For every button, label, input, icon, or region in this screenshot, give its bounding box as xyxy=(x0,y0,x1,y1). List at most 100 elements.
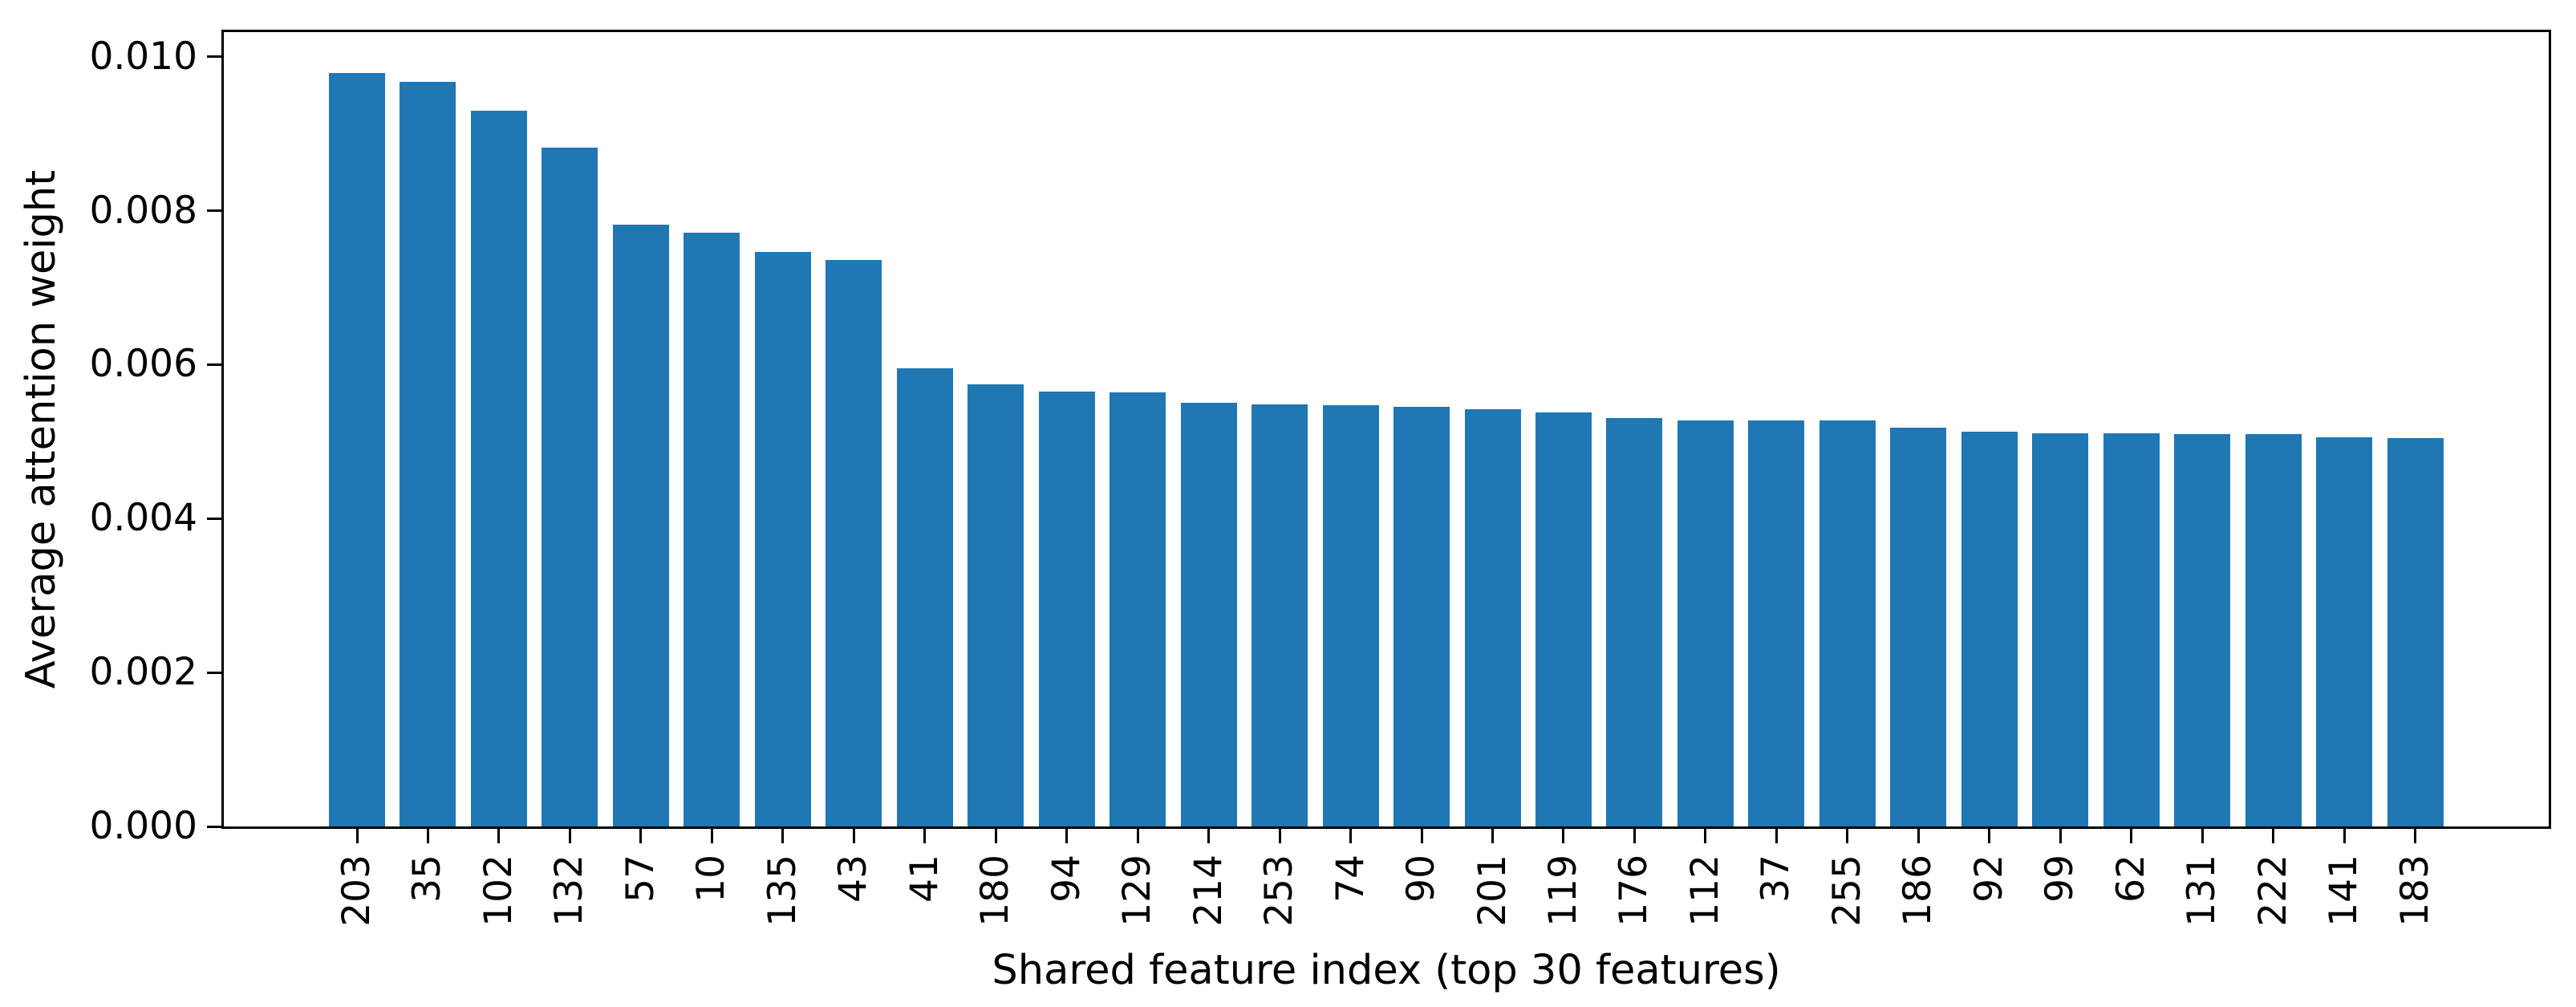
bar-feature-180 xyxy=(968,384,1024,826)
x-tick-label: 131 xyxy=(2180,855,2225,927)
bar-feature-35 xyxy=(400,82,456,826)
x-tick-mark xyxy=(1846,829,1849,843)
bar-slot: 35 xyxy=(400,32,456,903)
bar-feature-99 xyxy=(2032,432,2089,826)
bar-slot: 141 xyxy=(2316,32,2373,927)
x-tick-label: 255 xyxy=(1824,855,1869,927)
bar-slot: 92 xyxy=(1961,32,2018,903)
bar-feature-132 xyxy=(542,147,598,826)
x-tick-label: 253 xyxy=(1257,855,1302,927)
y-tick-mark xyxy=(207,825,221,828)
x-tick-label: 41 xyxy=(902,855,947,903)
x-tick-label: 99 xyxy=(2038,855,2083,903)
bar-feature-186 xyxy=(1890,428,1947,826)
y-tick-mark xyxy=(207,55,221,59)
bar-feature-135 xyxy=(754,252,811,826)
x-tick-label: 214 xyxy=(1186,855,1231,927)
x-tick-label: 102 xyxy=(476,855,521,927)
bar-slot: 119 xyxy=(1535,32,1592,927)
x-tick-mark xyxy=(568,829,571,843)
bar-feature-92 xyxy=(1961,431,2018,826)
x-tick-label: 43 xyxy=(831,855,876,903)
bar-feature-119 xyxy=(1535,412,1592,826)
bar-slot: 37 xyxy=(1748,32,1805,903)
x-tick-mark xyxy=(1349,829,1353,843)
bar-slot: 176 xyxy=(1606,32,1663,927)
x-tick-mark xyxy=(2130,829,2133,843)
bars-container: 203 35 102 132 57 10 135 43 41 180 94 129 214 253 74 90… xyxy=(224,32,2549,927)
y-tick-mark xyxy=(207,671,221,674)
x-tick-label: 180 xyxy=(973,855,1018,927)
bar-slot: 10 xyxy=(684,32,740,903)
bar-slot: 43 xyxy=(826,32,882,903)
bar-slot: 90 xyxy=(1393,32,1450,903)
bar-feature-201 xyxy=(1464,409,1521,826)
y-axis-label: Average attention weight xyxy=(18,169,65,689)
x-tick-mark xyxy=(1278,829,1281,843)
bar-slot: 135 xyxy=(754,32,811,927)
plot-area: 0.000 0.002 0.004 0.006 0.008 0.010 203 35 102 1… xyxy=(89,30,2551,927)
x-tick-label: 112 xyxy=(1682,855,1727,927)
x-tick-mark xyxy=(355,829,359,843)
bar-feature-183 xyxy=(2387,437,2444,826)
bar-feature-255 xyxy=(1819,420,1876,826)
x-tick-mark xyxy=(1917,829,1920,843)
x-tick-label: 57 xyxy=(618,855,663,903)
x-tick-label: 135 xyxy=(760,855,805,927)
x-tick-mark xyxy=(781,829,785,843)
bar-feature-37 xyxy=(1748,420,1805,826)
x-tick-label: 129 xyxy=(1115,855,1160,927)
x-tick-mark xyxy=(923,829,927,843)
bar-slot: 132 xyxy=(542,32,598,927)
bar-slot: 186 xyxy=(1890,32,1947,927)
bar-feature-176 xyxy=(1606,417,1663,826)
bar-slot: 201 xyxy=(1464,32,1521,927)
x-tick-label: 176 xyxy=(1612,855,1657,927)
bar-feature-214 xyxy=(1180,403,1237,826)
x-tick-label: 37 xyxy=(1754,855,1799,903)
x-tick-mark xyxy=(1136,829,1139,843)
x-tick-label: 201 xyxy=(1470,855,1515,927)
x-tick-mark xyxy=(639,829,643,843)
x-tick-label: 35 xyxy=(405,855,450,903)
bar-slot: 94 xyxy=(1038,32,1095,903)
bar-feature-41 xyxy=(896,368,953,826)
bar-slot: 214 xyxy=(1180,32,1237,927)
x-tick-mark xyxy=(1207,829,1211,843)
y-tick-mark xyxy=(207,363,221,366)
x-tick-mark xyxy=(1491,829,1494,843)
x-tick-mark xyxy=(497,829,501,843)
bar-feature-57 xyxy=(612,224,669,826)
x-tick-label: 10 xyxy=(689,855,734,903)
bar-slot: 255 xyxy=(1819,32,1876,927)
y-tick-label: 0.006 xyxy=(89,342,197,387)
bar-feature-102 xyxy=(470,110,527,826)
bar-slot: 112 xyxy=(1677,32,1734,927)
bar-feature-94 xyxy=(1038,392,1095,826)
y-tick-mark xyxy=(207,517,221,520)
x-tick-mark xyxy=(1065,829,1069,843)
x-tick-label: 74 xyxy=(1328,855,1373,903)
x-tick-mark xyxy=(1988,829,1991,843)
bar-slot: 102 xyxy=(470,32,527,927)
bar-feature-90 xyxy=(1393,407,1450,826)
bar-feature-141 xyxy=(2316,437,2373,826)
x-tick-label: 119 xyxy=(1540,855,1585,927)
bar-slot: 99 xyxy=(2032,32,2089,903)
x-tick-mark xyxy=(1704,829,1707,843)
y-tick-label: 0.008 xyxy=(89,188,197,233)
x-tick-label: 222 xyxy=(2250,855,2295,927)
x-tick-mark xyxy=(2059,829,2062,843)
x-tick-mark xyxy=(426,829,429,843)
x-tick-mark xyxy=(994,829,997,843)
x-tick-label: 141 xyxy=(2322,855,2367,927)
x-tick-label: 62 xyxy=(2108,855,2153,903)
x-axis-label: Shared feature index (top 30 features) xyxy=(992,947,1781,994)
bar-feature-62 xyxy=(2103,432,2160,826)
x-tick-label: 90 xyxy=(1399,855,1444,903)
bar-feature-253 xyxy=(1251,404,1308,826)
y-tick-label: 0.010 xyxy=(89,34,197,79)
x-tick-mark xyxy=(2343,829,2346,843)
bar-slot: 203 xyxy=(329,32,385,927)
